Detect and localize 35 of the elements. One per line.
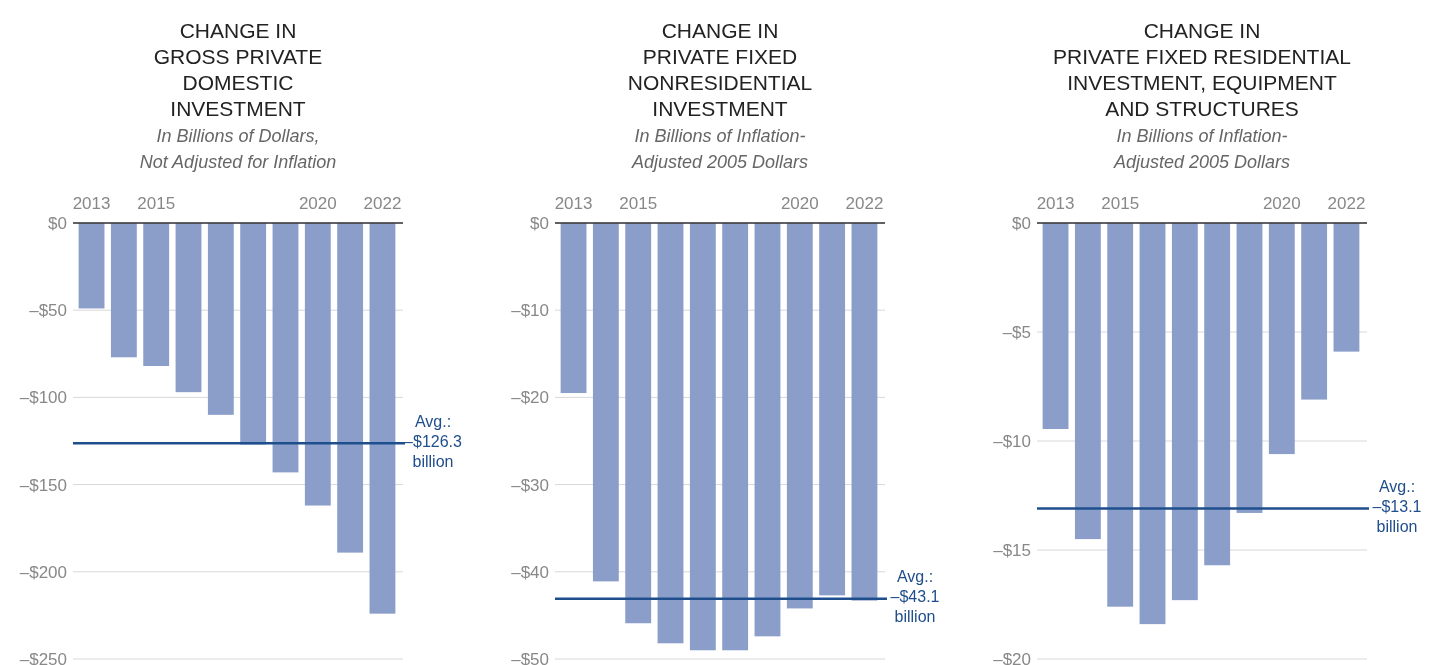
x-tick-label: 2015: [619, 194, 658, 213]
y-tick-label: $0: [1012, 213, 1031, 233]
y-tick-label: –$50: [29, 301, 67, 321]
x-tick-label: 2020: [1262, 194, 1301, 213]
x-tick-label: 2015: [137, 194, 176, 213]
chart-title: CHANGE IN PRIVATE FIXED NONRESIDENTIAL INVESTMENT: [627, 19, 813, 120]
y-tick-label: –$100: [19, 388, 67, 408]
chart-title: CHANGE IN GROSS PRIVATE DOMESTIC INVESTMENT: [153, 19, 323, 120]
y-tick-label: –$20: [511, 388, 549, 408]
y-tick-label: –$15: [993, 540, 1031, 560]
x-tick-label: 2022: [1327, 194, 1366, 213]
ref-line-label: Avg.: –$13.1 billion: [1372, 478, 1422, 536]
chart-subtitle: In Billions of Inflation- Adjusted 2005 Dollars: [1112, 126, 1291, 172]
y-tick-label: –$5: [1002, 322, 1031, 342]
x-tick-label: 2013: [1036, 194, 1075, 213]
x-tick-label: 2022: [845, 194, 884, 213]
x-tick-label: 2022: [363, 194, 402, 213]
x-tick-label: 2013: [72, 194, 111, 213]
y-tick-label: –$30: [511, 475, 549, 495]
x-tick-label: 2020: [298, 194, 337, 213]
y-tick-label: –$200: [19, 562, 67, 582]
x-tick-label: 2015: [1101, 194, 1140, 213]
y-tick-label: $0: [530, 213, 549, 233]
chart-subtitle: In Billions of Dollars, Not Adjusted for Inflation: [139, 126, 337, 172]
chart-title: CHANGE IN PRIVATE FIXED RESIDENTIAL INVESTMENT, EQUIPMENT AND STRUCTURES: [1053, 19, 1351, 120]
y-tick-label: –$40: [511, 562, 549, 582]
x-tick-label: 2013: [554, 194, 593, 213]
x-tick-label: 2020: [780, 194, 819, 213]
y-tick-label: –$10: [511, 301, 549, 321]
y-tick-label: $0: [48, 213, 67, 233]
ref-line-label: Avg.: –$126.3 billion: [404, 412, 463, 470]
y-tick-label: –$10: [993, 431, 1031, 451]
ref-line-label: Avg.: –$43.1 billion: [890, 568, 940, 626]
chart-subtitle: In Billions of Inflation- Adjusted 2005 Dollars: [630, 126, 809, 172]
y-tick-label: –$150: [19, 475, 67, 495]
